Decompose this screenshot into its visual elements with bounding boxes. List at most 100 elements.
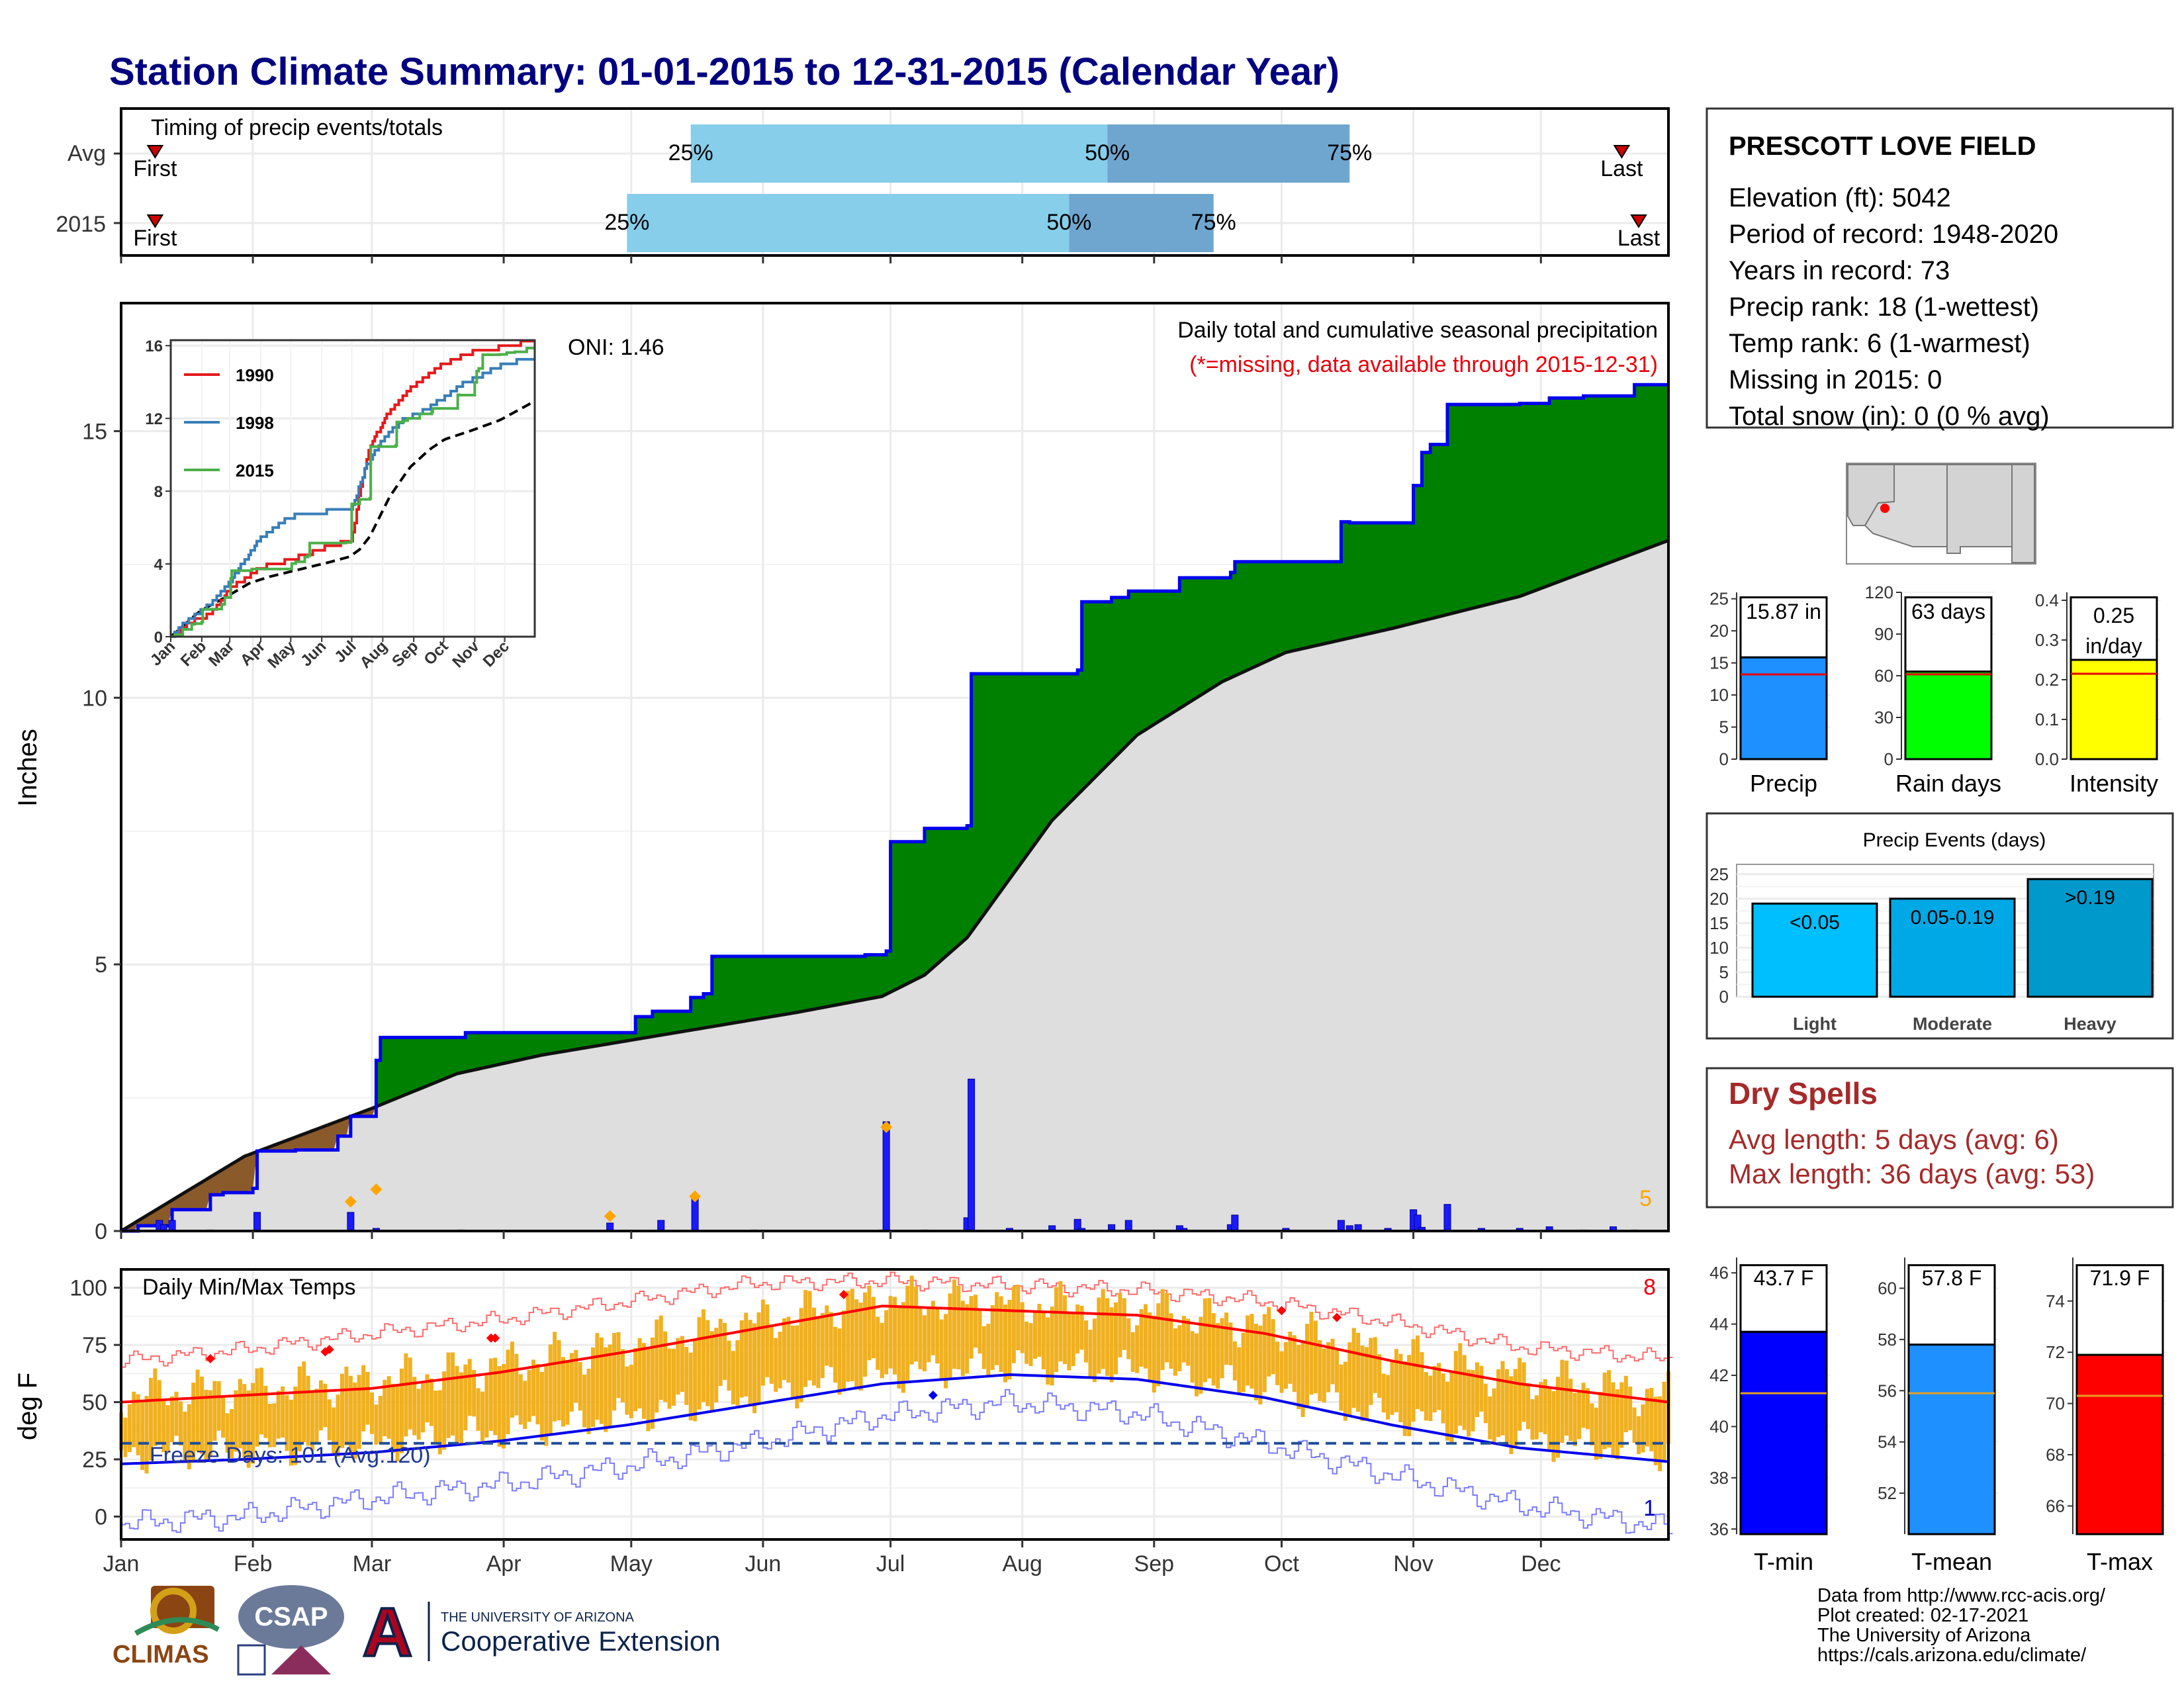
timing-bar-early	[627, 194, 1069, 252]
temp-summary-value-bar	[1907, 1344, 1996, 1535]
daily-temp-range-bar	[1220, 1318, 1224, 1379]
csap-logo-text: CSAP	[254, 1602, 328, 1631]
month-label: Jan	[103, 1551, 140, 1577]
daily-temp-range-bar	[348, 1375, 353, 1453]
events-ytick-label: 25	[1709, 864, 1729, 884]
temp-summary-t-max: 71.9 F 66 68 70 72 74 T-max	[2046, 1257, 2167, 1575]
daily-temp-range-bar	[1547, 1388, 1552, 1449]
daily-temp-range-bar	[1267, 1306, 1271, 1377]
daily-temp-range-bar	[965, 1304, 970, 1374]
daily-temp-range-bar	[200, 1376, 205, 1454]
daily-temp-range-bar	[969, 1296, 974, 1359]
daily-temp-range-bar	[361, 1365, 366, 1432]
timing-last-marker	[1630, 214, 1647, 228]
daily-temp-range-bar	[1518, 1357, 1522, 1431]
daily-temp-range-bar	[960, 1301, 965, 1377]
avg-min-line	[120, 1373, 1669, 1465]
temp-summary-ytick-label: 58	[1878, 1330, 1897, 1349]
summary-bar-ytick-label: 0	[1719, 749, 1729, 769]
daily-temp-range-bar	[1381, 1373, 1386, 1413]
daily-temp-range-bar	[1607, 1370, 1612, 1448]
daily-precip-bar	[1231, 1214, 1239, 1232]
ua-logo-big: Cooperative Extension	[441, 1625, 721, 1657]
daily-temp-range-bar	[336, 1394, 340, 1457]
daily-temp-range-bar	[416, 1389, 421, 1440]
events-category-label: Moderate	[1913, 1014, 1992, 1034]
daily-temp-range-bar	[493, 1357, 498, 1436]
daily-temp-range-bar	[1662, 1381, 1666, 1461]
daily-temp-range-bar	[1407, 1355, 1412, 1437]
daily-temp-range-bar	[922, 1315, 927, 1372]
daily-temp-range-bar	[981, 1326, 986, 1369]
daily-temp-range-bar	[1322, 1348, 1326, 1403]
daily-temp-range-bar	[748, 1320, 752, 1407]
ua-logo[interactable]: A THE UNIVERSITY OF ARIZONA Cooperative …	[361, 1593, 721, 1672]
daily-temp-range-bar	[846, 1291, 850, 1382]
temp-summary-ytick-label: 56	[1878, 1381, 1897, 1400]
daily-temp-range-bar	[344, 1367, 349, 1445]
daily-temp-range-bar	[731, 1351, 735, 1404]
footer-credits: Data from http://www.rcc-acis.org/ Plot …	[1817, 1585, 2106, 1666]
daily-temp-range-bar	[807, 1291, 812, 1381]
csap-logo-bars	[237, 1644, 266, 1676]
daily-temp-range-bar	[421, 1383, 426, 1433]
daily-temp-range-bar	[1424, 1372, 1428, 1421]
daily-temp-range-bar	[1632, 1407, 1637, 1443]
events-bar-label: <0.05	[1790, 911, 1840, 933]
daily-temp-range-bar	[1585, 1388, 1590, 1430]
daily-precip-bar	[1124, 1220, 1132, 1232]
daily-temp-range-bar	[646, 1348, 651, 1432]
daily-temp-range-bar	[1084, 1320, 1089, 1363]
daily-temp-range-bar	[476, 1388, 480, 1431]
daily-temp-range-bar	[433, 1391, 438, 1443]
timing-p25-label: 25%	[604, 210, 649, 235]
daily-temp-range-bar	[488, 1358, 493, 1431]
page-title: Station Climate Summary: 01-01-2015 to 1…	[109, 50, 1340, 93]
daily-temp-range-bar	[1492, 1388, 1496, 1444]
footer-line-2: Plot created: 02-17-2021	[1817, 1605, 2028, 1626]
climas-logo[interactable]: CLIMAS	[113, 1586, 220, 1668]
daily-temp-range-bar	[1300, 1342, 1305, 1418]
daily-temp-range-bar	[539, 1371, 544, 1441]
daily-temp-range-bar	[1488, 1396, 1492, 1440]
daily-temp-range-bar	[837, 1328, 842, 1395]
station-precip-rank: Precip rank: 18 (1-wettest)	[1729, 293, 2039, 322]
daily-temp-range-bar	[1475, 1362, 1479, 1418]
precip-events-chart: Precip Events (days) 0 5 10 15 20 25 <0.05 Ligh…	[1706, 812, 2174, 1040]
daily-temp-range-bar	[238, 1379, 242, 1449]
timing-row-label-2015: 2015	[56, 212, 106, 237]
temp-ytick-label: 50	[82, 1391, 107, 1416]
daily-temp-range-bar	[1543, 1379, 1547, 1435]
daily-temp-range-bar	[1504, 1369, 1509, 1445]
daily-temp-range-bar	[1156, 1303, 1161, 1387]
month-label: Jul	[876, 1551, 905, 1577]
daily-temp-range-bar	[289, 1399, 293, 1466]
precip-panel: 0 5 10 15 Daily total and cumulative season…	[13, 255, 1670, 1244]
daily-temp-range-bar	[314, 1389, 319, 1444]
temp-ytick-label: 0	[95, 1504, 107, 1530]
timing-caption: Timing of precip events/totals	[151, 115, 443, 140]
dry-spells-max: Max length: 36 days (avg: 53)	[1729, 1158, 2095, 1189]
daily-temp-range-bar	[1351, 1328, 1356, 1408]
daily-temp-range-bar	[1572, 1393, 1577, 1446]
daily-temp-range-bar	[455, 1365, 459, 1443]
precip-missing-marker	[604, 1210, 616, 1222]
daily-temp-range-bar	[944, 1314, 948, 1389]
record-high-marker	[839, 1290, 848, 1300]
station-info-box: PRESCOTT LOVE FIELD Elevation (ft): 5042…	[1706, 107, 2174, 431]
month-label: May	[610, 1551, 653, 1577]
daily-temp-range-bar	[765, 1304, 770, 1377]
daily-temp-range-bar	[165, 1405, 170, 1453]
daily-temp-range-bar	[1207, 1298, 1212, 1379]
daily-temp-range-bar	[841, 1310, 846, 1392]
daily-precip-bar	[347, 1212, 355, 1232]
daily-temp-range-bar	[216, 1381, 221, 1431]
daily-temp-range-bar	[387, 1376, 391, 1439]
record-high-marker	[490, 1333, 500, 1343]
daily-temp-range-bar	[1126, 1318, 1131, 1359]
events-category-label: Heavy	[2064, 1014, 2116, 1034]
daily-temp-range-bar	[876, 1316, 880, 1370]
csap-logo[interactable]: CSAP	[237, 1585, 344, 1676]
daily-temp-range-bar	[425, 1374, 430, 1423]
daily-temp-range-bar	[1071, 1312, 1075, 1367]
